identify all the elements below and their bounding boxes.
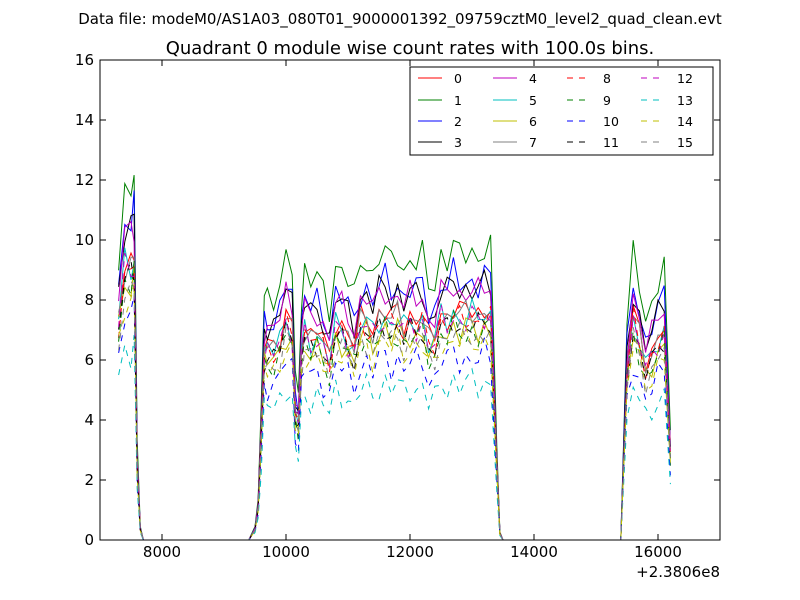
legend-label-14: 14 xyxy=(677,114,693,129)
legend-label-6: 6 xyxy=(529,114,537,129)
x-tick-label: 8000 xyxy=(143,543,181,561)
legend-label-1: 1 xyxy=(454,93,462,108)
legend-label-5: 5 xyxy=(529,93,537,108)
legend-label-11: 11 xyxy=(603,135,619,150)
chart-suptitle: Data file: modeM0/AS1A03_080T01_90000013… xyxy=(78,10,722,29)
chart-title: Quadrant 0 module wise count rates with … xyxy=(166,38,655,59)
y-tick-label: 6 xyxy=(84,351,94,369)
legend-label-15: 15 xyxy=(677,135,693,150)
legend-label-9: 9 xyxy=(603,93,611,108)
x-offset-label: +2.3806e8 xyxy=(636,563,720,581)
legend-label-3: 3 xyxy=(454,135,462,150)
y-tick-label: 10 xyxy=(75,231,94,249)
legend-label-10: 10 xyxy=(603,114,619,129)
y-tick-label: 12 xyxy=(75,171,94,189)
y-tick-label: 8 xyxy=(84,291,94,309)
y-tick-label: 0 xyxy=(84,531,94,549)
legend-label-7: 7 xyxy=(529,135,537,150)
legend-label-4: 4 xyxy=(529,71,537,86)
x-tick-label: 10000 xyxy=(262,543,310,561)
legend-label-8: 8 xyxy=(603,71,611,86)
series-line-15 xyxy=(118,279,671,541)
legend-label-0: 0 xyxy=(454,71,462,86)
y-tick-label: 16 xyxy=(75,51,94,69)
legend-frame xyxy=(409,66,714,156)
legend-label-13: 13 xyxy=(677,93,693,108)
series-layer xyxy=(118,175,671,541)
series-line-13 xyxy=(118,334,671,541)
legend-label-12: 12 xyxy=(677,71,693,86)
y-tick-label: 2 xyxy=(84,471,94,489)
x-tick-label: 16000 xyxy=(634,543,682,561)
x-tick-label: 14000 xyxy=(510,543,558,561)
x-tick-label: 12000 xyxy=(386,543,434,561)
y-tick-label: 4 xyxy=(84,411,94,429)
y-tick-label: 14 xyxy=(75,111,94,129)
legend-label-2: 2 xyxy=(454,114,462,129)
